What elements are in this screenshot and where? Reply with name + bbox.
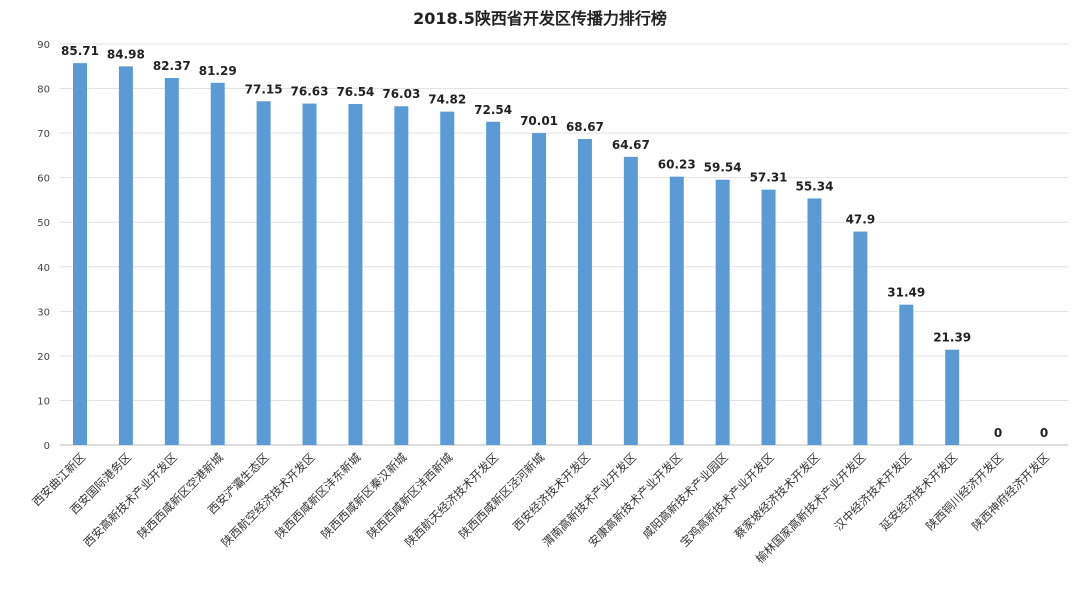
x-tick-label: 汉中经济技术开发区 [831, 450, 914, 533]
data-label: 59.54 [704, 161, 742, 175]
x-tick-label: 陕西西咸新区沣东新城 [272, 450, 364, 542]
data-label: 74.82 [428, 93, 466, 107]
bar [302, 103, 317, 446]
data-label: 82.37 [153, 59, 191, 73]
data-label: 76.54 [336, 85, 374, 99]
x-tick-label: 陕西铜川经济开发区 [923, 450, 1006, 533]
y-tick-label: 50 [37, 218, 50, 229]
data-label: 85.71 [61, 44, 99, 58]
y-tick-label: 90 [37, 40, 50, 51]
y-tick-label: 0 [44, 441, 50, 452]
bar [532, 133, 547, 445]
data-label: 77.15 [245, 82, 283, 96]
data-label: 84.98 [107, 47, 145, 61]
x-tick-label: 陕西西咸新区空港新城 [135, 450, 227, 542]
y-tick-label: 20 [37, 352, 50, 363]
data-label: 76.63 [291, 85, 329, 99]
bar [486, 121, 501, 445]
data-label: 0 [1040, 426, 1048, 440]
bar [394, 106, 409, 445]
bar [440, 111, 455, 446]
x-tick-label: 陕西西咸新区泾河新城 [456, 450, 548, 542]
bar [669, 176, 684, 445]
bar [715, 179, 730, 445]
y-axis-ticks: 0 10 20 30 40 50 60 70 80 90 [37, 40, 50, 452]
data-label: 21.39 [933, 331, 971, 345]
x-tick-label: 陕西西咸新区秦汉新城 [318, 450, 410, 542]
bar [256, 101, 271, 445]
bar [899, 304, 914, 445]
bar [118, 66, 133, 446]
bar [73, 63, 87, 446]
x-tick-label: 陕西西咸新区沣西新城 [364, 450, 456, 542]
bar [807, 198, 822, 445]
bar [623, 156, 638, 445]
bar [348, 103, 363, 446]
data-label: 68.67 [566, 120, 604, 134]
data-label: 31.49 [887, 286, 925, 300]
x-tick-label: 延安经济技术开发区 [877, 450, 960, 533]
bar [577, 139, 592, 446]
y-tick-label: 30 [37, 307, 50, 318]
data-label: 64.67 [612, 138, 650, 152]
bar [164, 77, 179, 446]
bar [761, 189, 776, 445]
x-tick-label: 西安经济技术开发区 [510, 450, 593, 533]
y-tick-label: 40 [37, 263, 50, 274]
y-tick-label: 10 [37, 396, 50, 407]
data-label: 55.34 [795, 179, 833, 193]
y-tick-label: 70 [37, 129, 50, 140]
chart-title: 2018.5陕西省开发区传播力排行榜 [413, 9, 667, 28]
bar [210, 82, 225, 445]
data-label: 60.23 [658, 158, 696, 172]
data-label: 81.29 [199, 64, 237, 78]
data-label: 72.54 [474, 103, 512, 117]
data-label: 47.9 [846, 213, 876, 227]
data-labels: 85.71 84.98 82.37 81.29 77.15 76.63 76.54 76.03… [61, 44, 1048, 440]
data-label: 0 [994, 426, 1002, 440]
bar [853, 231, 868, 445]
y-tick-label: 60 [37, 174, 50, 185]
data-label: 70.01 [520, 114, 558, 128]
data-label: 76.03 [382, 87, 420, 101]
bar [945, 349, 960, 445]
gridlines [60, 43, 1068, 446]
data-label: 57.31 [750, 171, 788, 185]
y-tick-label: 80 [37, 85, 50, 96]
x-tick-label: 陕西神府经济开发区 [969, 450, 1052, 533]
x-tick-label: 蔡家坡经济技术开发区 [731, 450, 822, 541]
x-axis-labels: 西安曲江新区西安国际港务区西安高新技术产业开发区陕西西咸新区空港新城西安浐灞生态… [29, 450, 1052, 566]
x-tick-label: 咸阳高新技术产业园区 [640, 450, 731, 541]
bars [73, 63, 960, 446]
